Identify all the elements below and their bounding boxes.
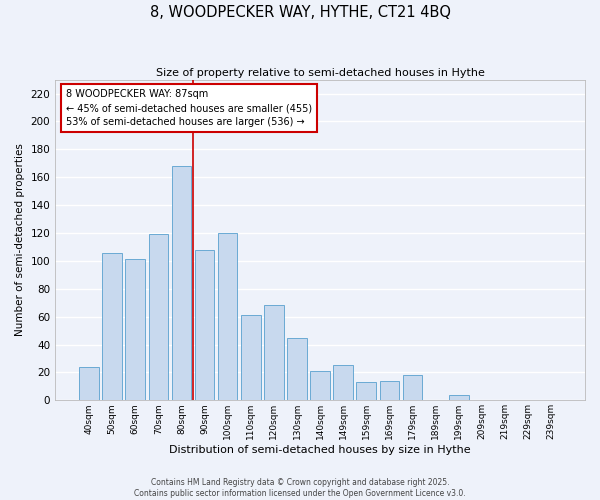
Text: 8, WOODPECKER WAY, HYTHE, CT21 4BQ: 8, WOODPECKER WAY, HYTHE, CT21 4BQ: [149, 5, 451, 20]
Bar: [287, 338, 307, 400]
Bar: [149, 234, 168, 400]
Y-axis label: Number of semi-detached properties: Number of semi-detached properties: [15, 144, 25, 336]
Text: 8 WOODPECKER WAY: 87sqm
← 45% of semi-detached houses are smaller (455)
53% of s: 8 WOODPECKER WAY: 87sqm ← 45% of semi-de…: [66, 90, 312, 128]
Bar: [334, 366, 353, 400]
Bar: [449, 394, 469, 400]
Bar: [218, 233, 238, 400]
Bar: [172, 166, 191, 400]
Bar: [125, 260, 145, 400]
Bar: [264, 306, 284, 400]
Bar: [79, 367, 99, 400]
Bar: [356, 382, 376, 400]
Bar: [103, 252, 122, 400]
Bar: [310, 371, 330, 400]
Bar: [241, 316, 260, 400]
Bar: [403, 375, 422, 400]
X-axis label: Distribution of semi-detached houses by size in Hythe: Distribution of semi-detached houses by …: [169, 445, 471, 455]
Bar: [195, 250, 214, 400]
Bar: [380, 381, 399, 400]
Text: Contains HM Land Registry data © Crown copyright and database right 2025.
Contai: Contains HM Land Registry data © Crown c…: [134, 478, 466, 498]
Title: Size of property relative to semi-detached houses in Hythe: Size of property relative to semi-detach…: [155, 68, 485, 78]
